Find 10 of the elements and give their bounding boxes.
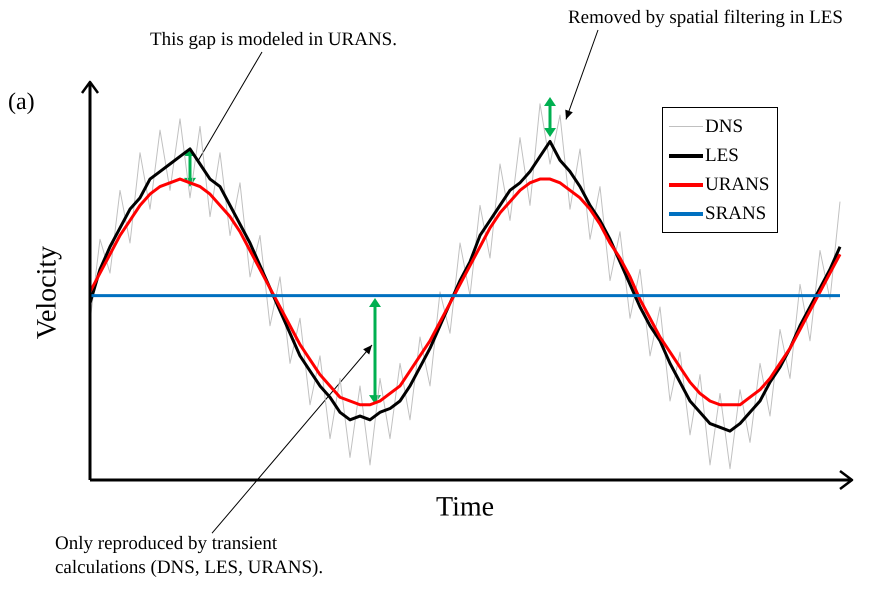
text: This gap is modeled in URANS.: [150, 28, 398, 52]
y-axis-title: Velocity: [31, 246, 62, 340]
x-axis-title: Time: [436, 491, 494, 522]
text: (a): [8, 89, 36, 115]
text: Removed by spatial filtering in LES: [568, 6, 844, 30]
legend-label: LES: [705, 144, 739, 166]
legend-label: SRANS: [705, 202, 766, 224]
text: Only reproduced by transient calculations (DNS, LES, URANS).: [55, 532, 324, 580]
legend-label: URANS: [705, 174, 770, 196]
legend-label: DNS: [705, 116, 744, 138]
